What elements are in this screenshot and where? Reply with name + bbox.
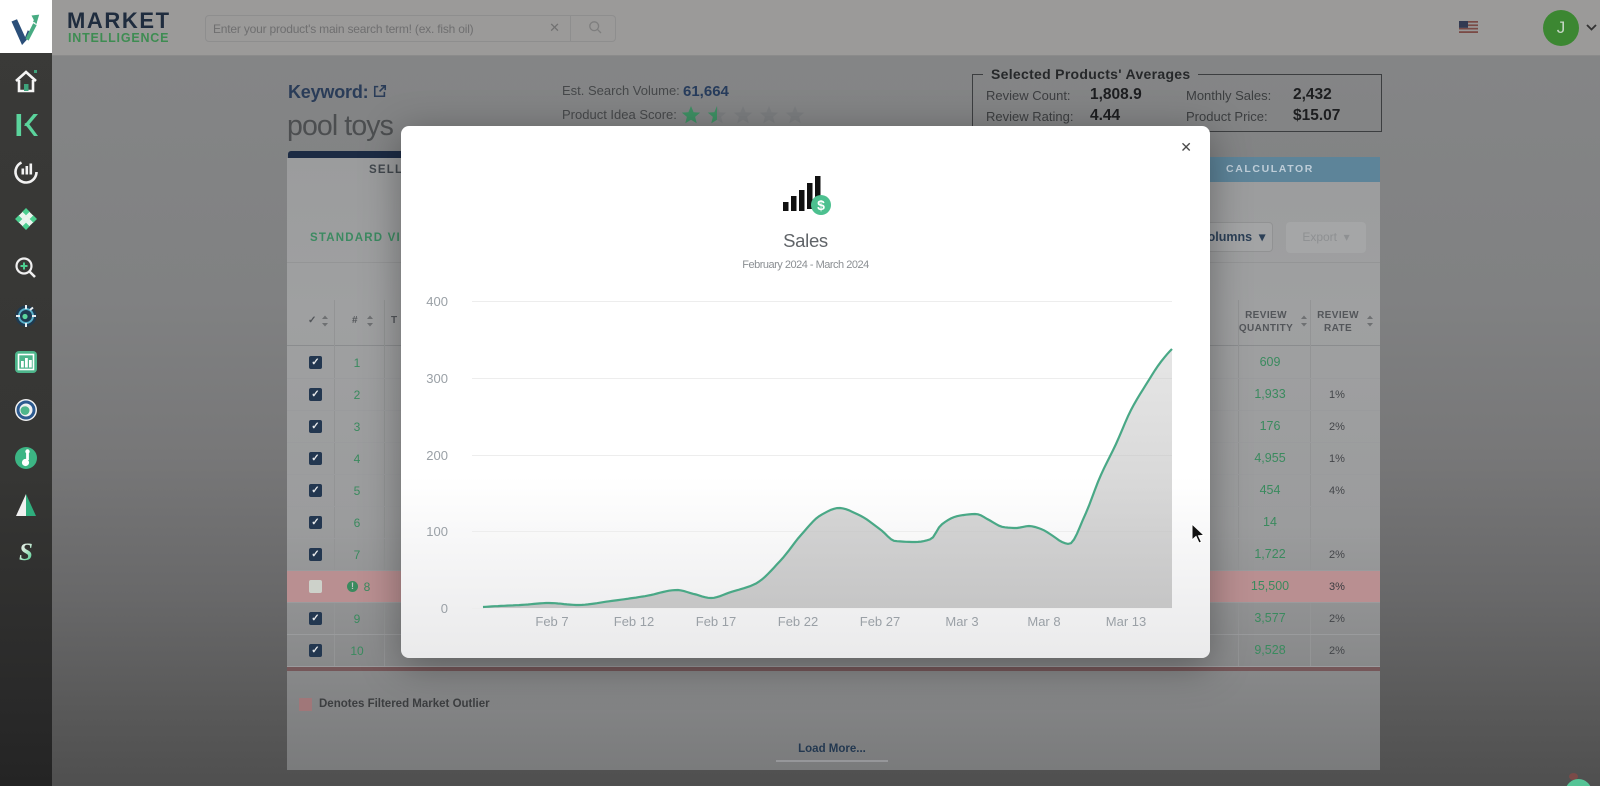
- svg-text:S: S: [19, 539, 33, 566]
- svg-text:$: $: [817, 197, 825, 213]
